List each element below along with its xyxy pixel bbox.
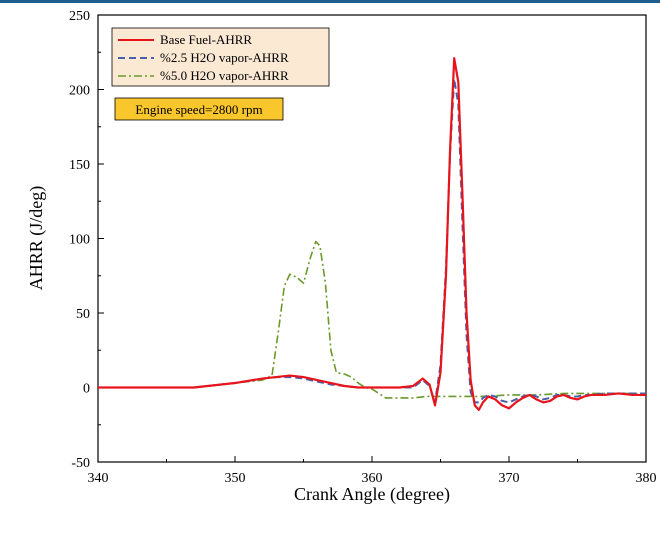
legend-box xyxy=(111,27,330,87)
y-tick-label: 0 xyxy=(83,382,90,397)
x-tick-label: 380 xyxy=(636,471,657,486)
x-tick-label: 360 xyxy=(362,471,383,486)
annotation-text: Engine speed=2800 rpm xyxy=(135,102,262,117)
y-tick-label: 250 xyxy=(69,9,90,24)
y-tick-label: 50 xyxy=(76,307,90,322)
legend: Base Fuel-AHRR %2.5 H2O vapor-AHRR %5.0 … xyxy=(111,27,330,87)
x-tick-label: 350 xyxy=(225,471,246,486)
y-axis-title: AHRR (J/deg) xyxy=(26,186,47,291)
series-line-5-0-h2o-vapor-ahrr xyxy=(98,240,646,399)
series-lines xyxy=(98,57,646,411)
legend-label-base-fuel: Base Fuel-AHRR xyxy=(160,32,252,47)
x-tick-label: 340 xyxy=(88,471,109,486)
top-accent-bar xyxy=(0,0,660,3)
y-tick-label: 150 xyxy=(69,158,90,173)
y-tick-label: 200 xyxy=(69,84,90,99)
series-line-2-5-h2o-vapor-ahrr xyxy=(98,78,646,404)
legend-label-h2o-2-5: %2.5 H2O vapor-AHRR xyxy=(160,50,289,65)
legend-label-h2o-5-0: %5.0 H2O vapor-AHRR xyxy=(160,68,289,83)
series-line-base-fuel-ahrr xyxy=(98,57,646,411)
axis-tick-labels: 340 350 360 370 380 -50 0 50 100 150 200 250 xyxy=(69,9,657,486)
x-tick-label: 370 xyxy=(499,471,520,486)
x-axis-title: Crank Angle (degree) xyxy=(294,484,450,505)
y-tick-label: 100 xyxy=(69,233,90,248)
y-tick-label: -50 xyxy=(71,456,90,471)
annotation-box xyxy=(114,97,284,121)
engine-speed-annotation: Engine speed=2800 rpm xyxy=(114,97,284,121)
